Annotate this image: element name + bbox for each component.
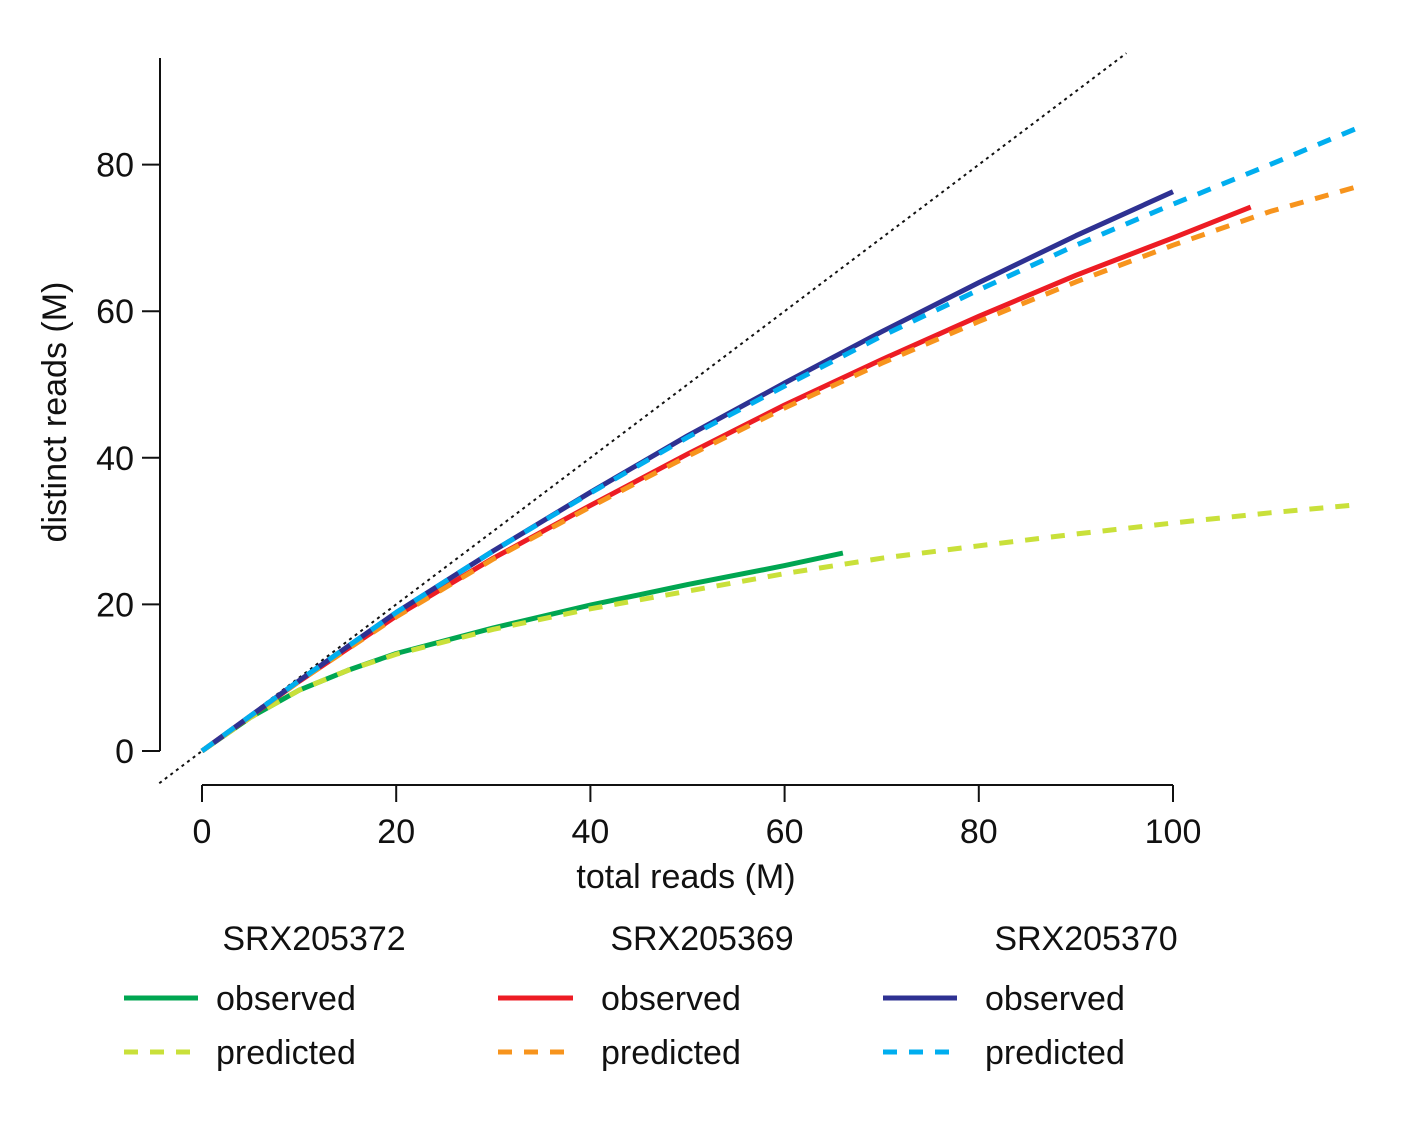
series-line-SRX205370-predicted: [200, 125, 1359, 754]
x-tick-label: 0: [193, 813, 212, 851]
legend: SRX205372 observed predicted SRX205369 obser…: [124, 920, 1178, 1072]
legend-label-predicted: predicted: [985, 1034, 1125, 1072]
legend-label-observed: observed: [601, 980, 741, 1018]
series-line-SRX205372-predicted: [200, 502, 1358, 754]
y-ticks: 0 20 40 60 80: [96, 147, 160, 771]
legend-group-title: SRX205369: [610, 920, 793, 958]
legend-label-predicted: predicted: [601, 1034, 741, 1072]
x-tick-label: 40: [571, 813, 609, 851]
y-tick-label: 20: [96, 586, 134, 624]
series-line-SRX205370-observed: [200, 189, 1175, 754]
legend-label-observed: observed: [216, 980, 356, 1018]
x-tick-label: 20: [377, 813, 415, 851]
reference-line-y-equals-x: [158, 52, 1127, 785]
y-axis-title: distinct reads (M): [36, 282, 74, 543]
y-tick-label: 60: [96, 293, 134, 331]
y-tick-label: 80: [96, 147, 134, 185]
legend-group-title: SRX205372: [222, 920, 405, 958]
plot-area: [158, 52, 1359, 785]
legend-label-predicted: predicted: [216, 1034, 356, 1072]
series-line-SRX205369-predicted: [200, 184, 1359, 754]
series-line-SRX205369-observed: [200, 204, 1252, 754]
x-axis-title: total reads (M): [576, 858, 795, 896]
x-tick-label: 80: [960, 813, 998, 851]
legend-group-title: SRX205370: [994, 920, 1177, 958]
x-tick-label: 60: [766, 813, 804, 851]
x-ticks: 0 20 40 60 80 100: [193, 785, 1202, 851]
legend-label-observed: observed: [985, 980, 1125, 1018]
axes: 0 20 40 60 80 0 20 40 60 80 100: [96, 58, 1201, 851]
y-tick-label: 40: [96, 440, 134, 478]
y-tick-label: 0: [115, 733, 134, 771]
x-tick-label: 100: [1145, 813, 1202, 851]
